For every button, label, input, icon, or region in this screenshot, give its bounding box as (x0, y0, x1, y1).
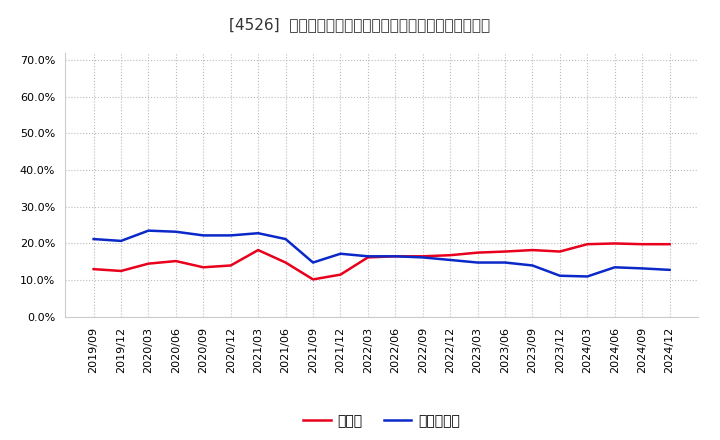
Line: 有利子負債: 有利子負債 (94, 231, 670, 276)
現顔金 (254, 247, 263, 253)
現顔金 (556, 249, 564, 254)
有利子負債 (336, 251, 345, 257)
現顔金 (364, 255, 372, 260)
現顔金 (500, 249, 509, 254)
有利子負債 (446, 257, 454, 263)
現顔金 (336, 272, 345, 277)
有利子負債 (199, 233, 207, 238)
有利子負債 (144, 228, 153, 233)
有利子負債 (638, 266, 647, 271)
有利子負債 (665, 267, 674, 272)
現顔金 (528, 247, 537, 253)
有利子負債 (364, 253, 372, 259)
現顔金 (89, 267, 98, 272)
有利子負債 (89, 236, 98, 242)
有利子負債 (226, 233, 235, 238)
現顔金 (282, 260, 290, 265)
現顔金 (309, 277, 318, 282)
有利子負債 (117, 238, 125, 244)
Text: [4526]  現顔金、有利子負債の総資産に対する比率の推移: [4526] 現顔金、有利子負債の総資産に対する比率の推移 (230, 18, 490, 33)
有利子負債 (418, 255, 427, 260)
現顔金 (473, 250, 482, 255)
現顔金 (665, 242, 674, 247)
有利子負債 (309, 260, 318, 265)
有利子負債 (583, 274, 592, 279)
有利子負債 (556, 273, 564, 279)
Legend: 現顔金, 有利子負債: 現顔金, 有利子負債 (297, 408, 466, 433)
現顔金 (638, 242, 647, 247)
現顔金 (446, 253, 454, 258)
現顔金 (144, 261, 153, 266)
有利子負債 (611, 264, 619, 270)
Line: 現顔金: 現顔金 (94, 243, 670, 279)
有利子負債 (391, 253, 400, 259)
現顔金 (171, 258, 180, 264)
現顔金 (199, 264, 207, 270)
現顔金 (418, 253, 427, 259)
現顔金 (583, 242, 592, 247)
有利子負債 (473, 260, 482, 265)
現顔金 (117, 268, 125, 274)
現顔金 (611, 241, 619, 246)
有利子負債 (171, 229, 180, 235)
有利子負債 (528, 263, 537, 268)
現顔金 (391, 253, 400, 259)
有利子負債 (254, 231, 263, 236)
有利子負債 (282, 236, 290, 242)
現顔金 (226, 263, 235, 268)
有利子負債 (500, 260, 509, 265)
